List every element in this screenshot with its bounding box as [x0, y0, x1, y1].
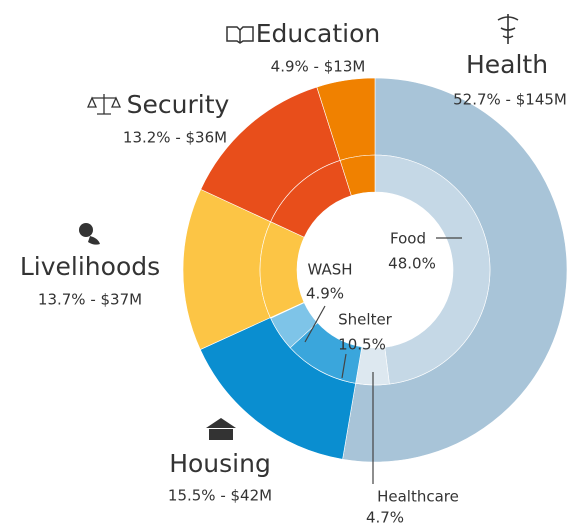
value-label: 15.5% - $42M	[168, 487, 272, 505]
value-label: 13.7% - $37M	[38, 291, 142, 309]
education-icon	[226, 26, 254, 44]
category-label: Health	[466, 50, 548, 79]
health-icon	[497, 14, 519, 44]
category-label: Food	[390, 230, 426, 248]
category-label: Security	[127, 90, 230, 119]
rings	[182, 77, 568, 463]
value-label: 13.2% - $36M	[123, 129, 227, 147]
livelihoods-icon	[79, 223, 100, 245]
inner-slice	[259, 221, 305, 319]
category-label: WASH	[307, 261, 352, 279]
category-label: Healthcare	[377, 488, 459, 506]
security-icon	[86, 94, 122, 115]
category-label: Shelter	[338, 311, 393, 329]
value-label: 4.7%	[366, 509, 404, 527]
category-label: Livelihoods	[20, 252, 160, 281]
leader-line	[341, 353, 347, 379]
leader-line	[304, 305, 326, 343]
inner-slice	[339, 154, 376, 197]
inner-slice	[374, 154, 491, 385]
value-label: 4.9% - $13M	[271, 58, 366, 76]
category-label: Education	[256, 19, 380, 48]
value-label: 10.5%	[338, 336, 386, 354]
value-label: 4.9%	[306, 285, 344, 303]
value-label: 52.7% - $145M	[453, 91, 567, 109]
category-label: Housing	[169, 449, 271, 478]
value-label: 48.0%	[388, 255, 436, 273]
housing-icon	[206, 418, 236, 440]
